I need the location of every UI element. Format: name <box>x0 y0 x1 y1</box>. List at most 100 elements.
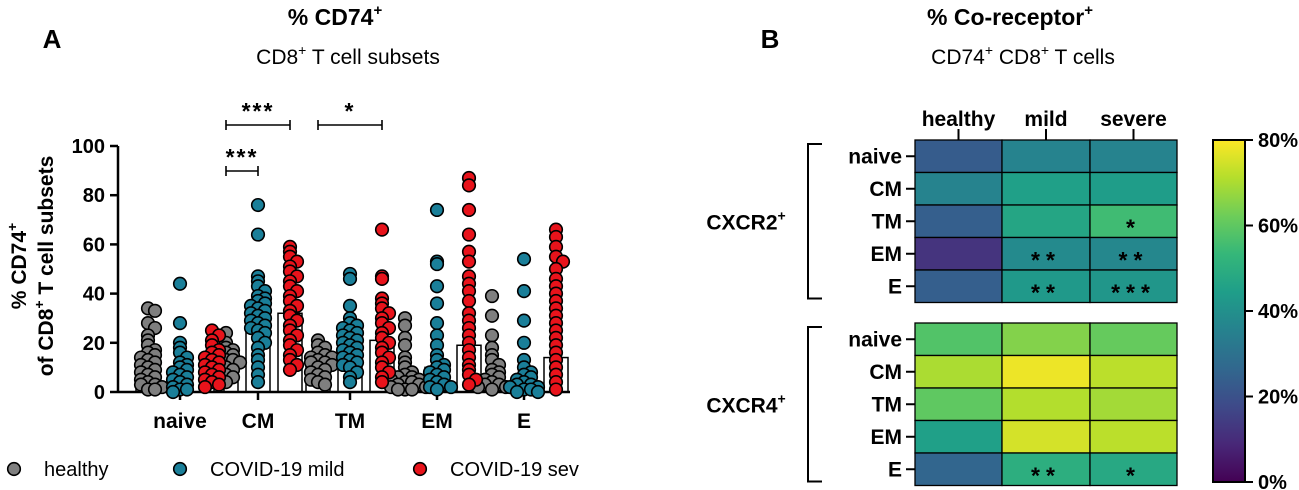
data-point <box>429 279 445 294</box>
row-label: TM <box>872 393 902 416</box>
colorbar-tick-label: 60% <box>1258 216 1298 238</box>
heatmap-star: ** <box>1031 279 1061 305</box>
y-tick-label: 60 <box>83 234 105 256</box>
heatmap-cell <box>914 354 1003 389</box>
panel-a-y-axis-label: % CD74+of CD8+ T cell subsets <box>4 156 58 377</box>
data-point <box>282 362 298 377</box>
panel-a-legend: healthy COVID-19 mild COVID-19 sev <box>6 459 579 481</box>
y-tick-label: 20 <box>83 333 105 355</box>
data-point <box>484 308 500 323</box>
heatmap-cell <box>1089 171 1178 206</box>
data-point <box>404 382 420 397</box>
panel-a-label: A <box>43 24 62 54</box>
panel-a-title: % CD74+ <box>288 2 383 30</box>
x-tick-label: E <box>517 410 531 433</box>
legend-marker <box>172 461 188 477</box>
heatmap-cell <box>914 419 1003 454</box>
heatmap-cell <box>1001 419 1091 454</box>
row-label: naive <box>848 328 902 351</box>
heatmap-star: *** <box>1111 279 1156 305</box>
data-point <box>172 276 188 291</box>
colorbar-tick-label: 0% <box>1258 472 1287 490</box>
data-point <box>179 382 195 397</box>
data-point <box>461 293 477 309</box>
data-point <box>429 256 445 272</box>
panel-b: B % Co-receptor+ CD74+ CD8+ T cells heal… <box>706 2 1298 490</box>
y-tick-label: 40 <box>83 284 105 306</box>
data-point <box>374 222 390 237</box>
data-point <box>461 227 477 242</box>
data-point <box>461 202 477 218</box>
heatmap-cell <box>1089 452 1178 487</box>
heatmap-cell <box>914 139 1003 174</box>
heatmap-cell <box>914 269 1003 304</box>
x-tick-label: naive <box>153 410 207 433</box>
colorbar-tick-label: 20% <box>1258 387 1298 409</box>
legend-marker <box>6 461 22 477</box>
data-point <box>317 377 333 392</box>
panel-b-label: B <box>761 24 780 54</box>
data-point <box>516 284 532 299</box>
y-tick-label: 0 <box>94 382 105 404</box>
data-point <box>342 271 358 286</box>
heatmap-star: ** <box>1119 247 1149 273</box>
heatmap-cell <box>914 452 1003 487</box>
data-point <box>147 382 163 397</box>
sig-label: *** <box>226 144 259 170</box>
sig-label: * <box>345 98 356 124</box>
group-label: CXCR4+ <box>706 390 785 417</box>
heatmap-cell <box>914 171 1003 206</box>
data-point <box>429 382 445 397</box>
colorbar-tick-label: 80% <box>1258 130 1298 152</box>
column-label: healthy <box>922 108 996 131</box>
heatmap-cell <box>1001 452 1091 487</box>
legend-marker <box>412 461 428 477</box>
colorbar-gradient <box>1212 139 1246 483</box>
heatmap-cell <box>1001 387 1091 422</box>
row-label: TM <box>872 210 902 233</box>
heatmap-star: ** <box>1031 462 1061 488</box>
heatmap-cell <box>1089 204 1178 239</box>
legend-label: COVID-19 mild <box>210 459 344 481</box>
data-point <box>548 382 564 397</box>
group-bracket <box>807 326 822 483</box>
heatmap-cell <box>1089 236 1178 271</box>
data-point <box>250 227 266 242</box>
heatmap-cell <box>1001 139 1091 174</box>
heatmap-cell <box>1089 387 1178 422</box>
data-point <box>172 316 188 331</box>
data-point <box>250 375 266 390</box>
heatmap-cell <box>914 387 1003 422</box>
column-label: severe <box>1100 108 1167 131</box>
sig-label: *** <box>242 98 275 124</box>
data-point <box>443 379 459 395</box>
heatmap-cell <box>1001 354 1091 389</box>
data-point <box>342 298 358 314</box>
y-tick-label: 100 <box>72 136 105 158</box>
heatmap-star: * <box>1126 214 1141 240</box>
heatmap-cell <box>1089 419 1178 454</box>
row-label: EM <box>871 426 903 449</box>
legend-label: COVID-19 sev <box>450 459 579 481</box>
data-point <box>429 296 445 311</box>
legend-label: healthy <box>44 459 109 481</box>
heatmap-cell <box>914 236 1003 271</box>
row-label: naive <box>848 145 902 168</box>
panel-b-title: % Co-receptor+ <box>927 2 1093 30</box>
row-label: CM <box>869 178 902 201</box>
data-point <box>342 375 358 390</box>
data-point <box>429 316 445 331</box>
heatmap-cell <box>1089 322 1178 357</box>
x-tick-label: TM <box>335 410 365 433</box>
data-point <box>147 303 163 318</box>
group-bracket <box>807 143 822 300</box>
data-point <box>197 379 213 395</box>
column-label: mild <box>1024 108 1067 131</box>
data-point <box>211 377 227 392</box>
data-point <box>374 375 390 390</box>
panel-a: A % CD74+ CD8+ T cell subsets % CD74+of … <box>4 2 579 481</box>
panel-a-subtitle: CD8+ T cell subsets <box>256 42 440 69</box>
heatmap-cell <box>1001 204 1091 239</box>
